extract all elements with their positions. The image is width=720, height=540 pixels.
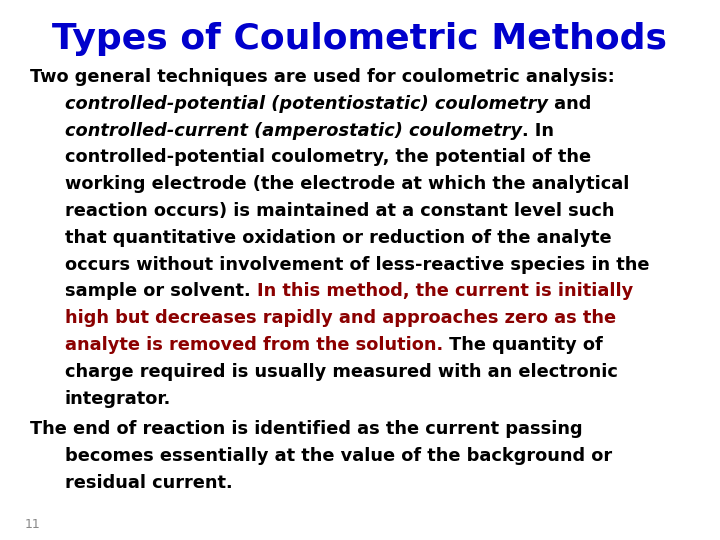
- Text: residual current.: residual current.: [65, 474, 233, 492]
- Text: The quantity of: The quantity of: [443, 336, 603, 354]
- Text: controlled-potential (potentiostatic) coulometry: controlled-potential (potentiostatic) co…: [65, 95, 548, 113]
- Text: working electrode (the electrode at which the analytical: working electrode (the electrode at whic…: [65, 175, 629, 193]
- Text: controlled-current (amperostatic) coulometry: controlled-current (amperostatic) coulom…: [65, 122, 522, 140]
- Text: Two general techniques are used for coulometric analysis:: Two general techniques are used for coul…: [30, 68, 615, 86]
- Text: and: and: [548, 95, 591, 113]
- Text: high but decreases rapidly and approaches zero as the: high but decreases rapidly and approache…: [65, 309, 616, 327]
- Text: becomes essentially at the value of the background or: becomes essentially at the value of the …: [65, 447, 612, 465]
- Text: occurs without involvement of less-reactive species in the: occurs without involvement of less-react…: [65, 255, 649, 274]
- Text: that quantitative oxidation or reduction of the analyte: that quantitative oxidation or reduction…: [65, 229, 611, 247]
- Text: Types of Coulometric Methods: Types of Coulometric Methods: [53, 22, 667, 56]
- Text: In this method, the current is initially: In this method, the current is initially: [257, 282, 633, 300]
- Text: charge required is usually measured with an electronic: charge required is usually measured with…: [65, 363, 618, 381]
- Text: integrator.: integrator.: [65, 389, 171, 408]
- Text: The end of reaction is identified as the current passing: The end of reaction is identified as the…: [30, 421, 582, 438]
- Text: . In: . In: [522, 122, 554, 140]
- Text: sample or solvent.: sample or solvent.: [65, 282, 257, 300]
- Text: 11: 11: [25, 518, 41, 531]
- Text: analyte is removed from the solution.: analyte is removed from the solution.: [65, 336, 443, 354]
- Text: controlled-potential coulometry, the potential of the: controlled-potential coulometry, the pot…: [65, 148, 591, 166]
- Text: reaction occurs) is maintained at a constant level such: reaction occurs) is maintained at a cons…: [65, 202, 614, 220]
